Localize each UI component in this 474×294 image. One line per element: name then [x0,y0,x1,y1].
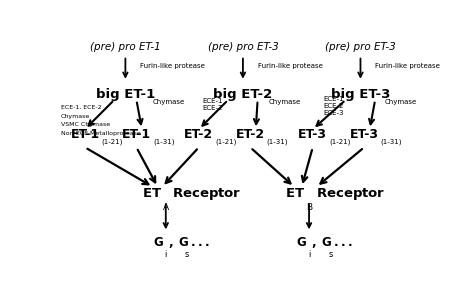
Text: s: s [328,250,333,259]
Text: i: i [308,250,310,259]
Text: ECE-1, ECE-2: ECE-1, ECE-2 [61,105,102,110]
Text: big ET-2: big ET-2 [213,88,273,101]
Text: ET-1: ET-1 [71,128,100,141]
Text: Furin-like protease: Furin-like protease [140,63,205,69]
Text: ET-2: ET-2 [184,128,213,141]
Text: $\mathbf{G}$: $\mathbf{G}$ [296,236,307,249]
Text: ET-3: ET-3 [298,128,327,141]
Text: A: A [163,203,169,212]
Text: (1-21): (1-21) [101,139,123,146]
Text: (1-31): (1-31) [153,139,174,146]
Text: Furin-like protease: Furin-like protease [375,63,440,69]
Text: ET-2: ET-2 [236,128,265,141]
Text: ECE-1: ECE-1 [202,98,223,104]
Text: ET-1: ET-1 [122,128,151,141]
Text: (1-21): (1-21) [215,139,237,146]
Text: (pre) pro ET-3: (pre) pro ET-3 [325,41,396,52]
Text: s: s [185,250,189,259]
Text: ECE-2: ECE-2 [202,105,223,111]
Text: $\mathbf{\ ...}$: $\mathbf{\ ...}$ [187,236,210,249]
Text: $\mathbf{,\ G}$: $\mathbf{,\ G}$ [311,235,332,250]
Text: Chymase: Chymase [384,99,417,105]
Text: B: B [306,203,312,212]
Text: (1-31): (1-31) [381,139,402,146]
Text: $\mathbf{ET}$: $\mathbf{ET}$ [142,187,162,200]
Text: $\mathbf{\ ...}$: $\mathbf{\ ...}$ [330,236,353,249]
Text: $\mathbf{G}$: $\mathbf{G}$ [153,236,164,249]
Text: ECE-2: ECE-2 [324,103,344,109]
Text: $\mathbf{,\ G}$: $\mathbf{,\ G}$ [168,235,189,250]
Text: ECE-1: ECE-1 [324,96,344,102]
Text: Chymase: Chymase [153,99,185,105]
Text: (1-31): (1-31) [267,139,288,146]
Text: big ET-1: big ET-1 [96,88,155,101]
Text: ECE-3: ECE-3 [324,110,344,116]
Text: Chymase: Chymase [61,114,91,119]
Text: $\mathbf{Receptor}$: $\mathbf{Receptor}$ [316,186,385,202]
Text: i: i [164,250,167,259]
Text: (pre) pro ET-1: (pre) pro ET-1 [90,41,161,52]
Text: (1-21): (1-21) [329,139,351,146]
Text: Furin-like protease: Furin-like protease [258,63,322,69]
Text: (pre) pro ET-3: (pre) pro ET-3 [208,41,278,52]
Text: VSMC Chymase: VSMC Chymase [61,122,110,127]
Text: Chymase: Chymase [269,99,301,105]
Text: $\mathbf{Receptor}$: $\mathbf{Receptor}$ [173,186,242,202]
Text: $\mathbf{ET}$: $\mathbf{ET}$ [285,187,305,200]
Text: ET-3: ET-3 [350,128,379,141]
Text: big ET-3: big ET-3 [331,88,390,101]
Text: Non-ECE Metalloprotease: Non-ECE Metalloprotease [61,131,141,136]
